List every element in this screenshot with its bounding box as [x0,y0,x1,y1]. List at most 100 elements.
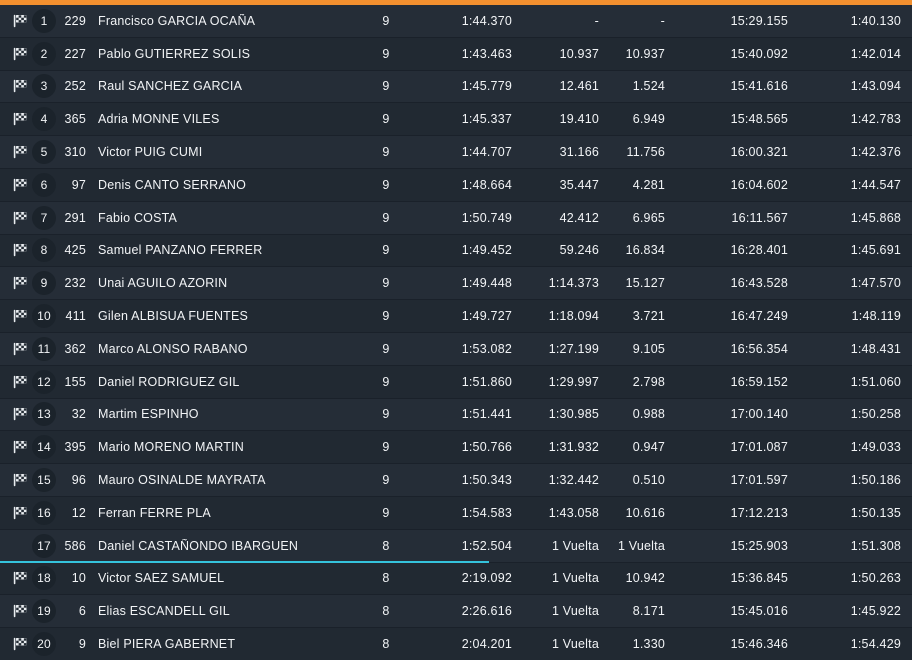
result-row[interactable]: 19 6 Elias ESCANDELL GIL 8 2:26.616 1 Vu… [0,594,912,628]
interval-to-previous: 9.105 [632,341,665,356]
checkered-flag-icon [13,342,27,356]
laps-count: 9 [382,374,390,389]
rider-number: 232 [64,276,86,291]
rider-name: Victor PUIG CUMI [98,145,203,160]
interval-to-previous: 1 Vuelta [617,538,665,553]
best-lap-time: 1:51.308 [850,538,901,553]
position-number: 1 [40,13,48,28]
checkered-flag-icon [13,178,27,192]
result-row[interactable]: 8 425 Samuel PANZANO FERRER 9 1:49.452 5… [0,233,912,267]
position-number: 11 [37,341,51,356]
checkered-flag-icon [13,375,27,389]
rider-number: 9 [78,637,86,652]
result-row[interactable]: 5 310 Victor PUIG CUMI 9 1:44.707 31.166… [0,135,912,168]
position-badge: 15 [32,468,56,493]
gap-to-leader: 1:18.094 [548,309,599,324]
interval-to-previous: 10.942 [625,571,665,586]
result-row[interactable]: 7 291 Fabio COSTA 9 1:50.749 42.412 6.96… [0,200,912,234]
checkered-flag-icon [13,506,27,520]
total-time: 16:11.567 [731,210,788,225]
result-row[interactable]: 12 155 Daniel RODRIGUEZ GIL 9 1:51.860 1… [0,364,912,398]
last-lap-time: 1:48.664 [461,177,512,192]
best-lap-time: 1:45.922 [850,604,901,619]
rider-name: Martim ESPINHO [98,407,199,422]
rider-name: Samuel PANZANO FERRER [98,243,263,258]
gap-to-leader: 59.246 [559,243,599,258]
best-lap-time: 1:48.119 [851,309,901,324]
position-number: 19 [37,604,51,619]
checkered-flag-icon [13,309,27,323]
best-lap-time: 1:44.547 [850,177,901,192]
gap-to-leader: 1:14.373 [548,276,599,291]
position-badge: 20 [32,632,56,657]
laps-count: 9 [382,341,390,356]
best-lap-time: 1:51.060 [850,374,901,389]
laps-count: 9 [382,46,390,61]
position-number: 18 [37,571,51,586]
best-lap-time: 1:50.135 [850,505,901,520]
checkered-flag-icon [13,440,27,454]
total-time: 15:36.845 [730,571,788,586]
position-badge: 6 [32,172,56,197]
rider-number: 96 [71,473,86,488]
result-row[interactable]: 16 12 Ferran FERRE PLA 9 1:54.583 1:43.0… [0,495,912,529]
result-row[interactable]: 13 32 Martim ESPINHO 9 1:51.441 1:30.985… [0,397,912,431]
laps-count: 9 [382,112,390,127]
position-badge: 8 [32,238,56,263]
laps-count: 8 [382,604,390,619]
result-row[interactable]: 14 395 Mario MORENO MARTIN 9 1:50.766 1:… [0,430,912,464]
interval-to-previous: 0.988 [632,407,665,422]
result-row[interactable]: 3 252 Raul SANCHEZ GARCIA 9 1:45.779 12.… [0,69,912,103]
rider-name: Ferran FERRE PLA [98,505,211,520]
position-number: 10 [37,309,51,324]
interval-to-previous: 0.510 [632,473,665,488]
interval-to-previous: 2.798 [632,374,665,389]
rider-number: 32 [71,407,86,422]
position-badge: 18 [32,566,56,591]
result-row[interactable]: 10 411 Gilen ALBISUA FUENTES 9 1:49.727 … [0,299,912,332]
result-row[interactable]: 11 362 Marco ALONSO RABANO 9 1:53.082 1:… [0,331,912,365]
laps-count: 9 [382,505,390,520]
checkered-flag-icon [13,407,27,421]
result-row[interactable]: 6 97 Denis CANTO SERRANO 9 1:48.664 35.4… [0,167,912,201]
rider-number: 155 [64,374,86,389]
best-lap-time: 1:47.570 [850,276,901,291]
rider-number: 425 [64,243,86,258]
position-badge: 7 [32,205,56,230]
result-row[interactable]: 2 227 Pablo GUTIERREZ SOLIS 9 1:43.463 1… [0,36,912,70]
rider-name: Elias ESCANDELL GIL [98,604,230,619]
last-lap-time: 1:51.441 [461,407,512,422]
result-row[interactable]: 1 229 Francisco GARCIA OCAÑA 9 1:44.370 … [0,5,912,37]
result-row[interactable]: 18 10 Victor SAEZ SAMUEL 8 2:19.092 1 Vu… [0,561,912,595]
position-badge: 19 [32,599,56,624]
gap-to-leader: 1:27.199 [548,341,599,356]
best-lap-time: 1:40.130 [850,13,901,28]
position-number: 2 [40,46,48,61]
best-lap-time: 1:54.429 [850,637,901,652]
interval-to-previous: 10.937 [625,46,665,61]
result-row[interactable]: 17 586 Daniel CASTAÑONDO IBARGUEN 8 1:52… [0,528,912,562]
last-lap-time: 1:53.082 [461,341,512,356]
position-number: 14 [37,440,51,455]
interval-to-previous: 1.524 [632,79,665,94]
best-lap-time: 1:48.431 [850,341,901,356]
position-badge: 17 [32,533,56,558]
rider-name: Victor SAEZ SAMUEL [98,571,225,586]
rider-name: Fabio COSTA [98,210,178,225]
rider-number: 12 [71,505,86,520]
position-badge: 1 [32,8,56,33]
last-lap-time: 1:49.448 [461,276,512,291]
rider-number: 362 [64,341,86,356]
rider-number: 310 [64,145,86,160]
laps-count: 9 [382,440,390,455]
result-row[interactable]: 20 9 Biel PIERA GABERNET 8 2:04.201 1 Vu… [0,627,912,660]
total-time: 16:00.321 [730,145,788,160]
laps-count: 9 [382,145,390,160]
result-row[interactable]: 9 232 Unai AGUILO AZORIN 9 1:49.448 1:14… [0,266,912,300]
last-lap-time: 1:51.860 [461,374,512,389]
best-lap-time: 1:43.094 [850,79,901,94]
checkered-flag-icon [13,14,27,28]
result-row[interactable]: 15 96 Mauro OSINALDE MAYRATA 9 1:50.343 … [0,463,912,496]
gap-to-leader: 1 Vuelta [551,571,599,586]
result-row[interactable]: 4 365 Adria MONNE VILES 9 1:45.337 19.41… [0,102,912,136]
